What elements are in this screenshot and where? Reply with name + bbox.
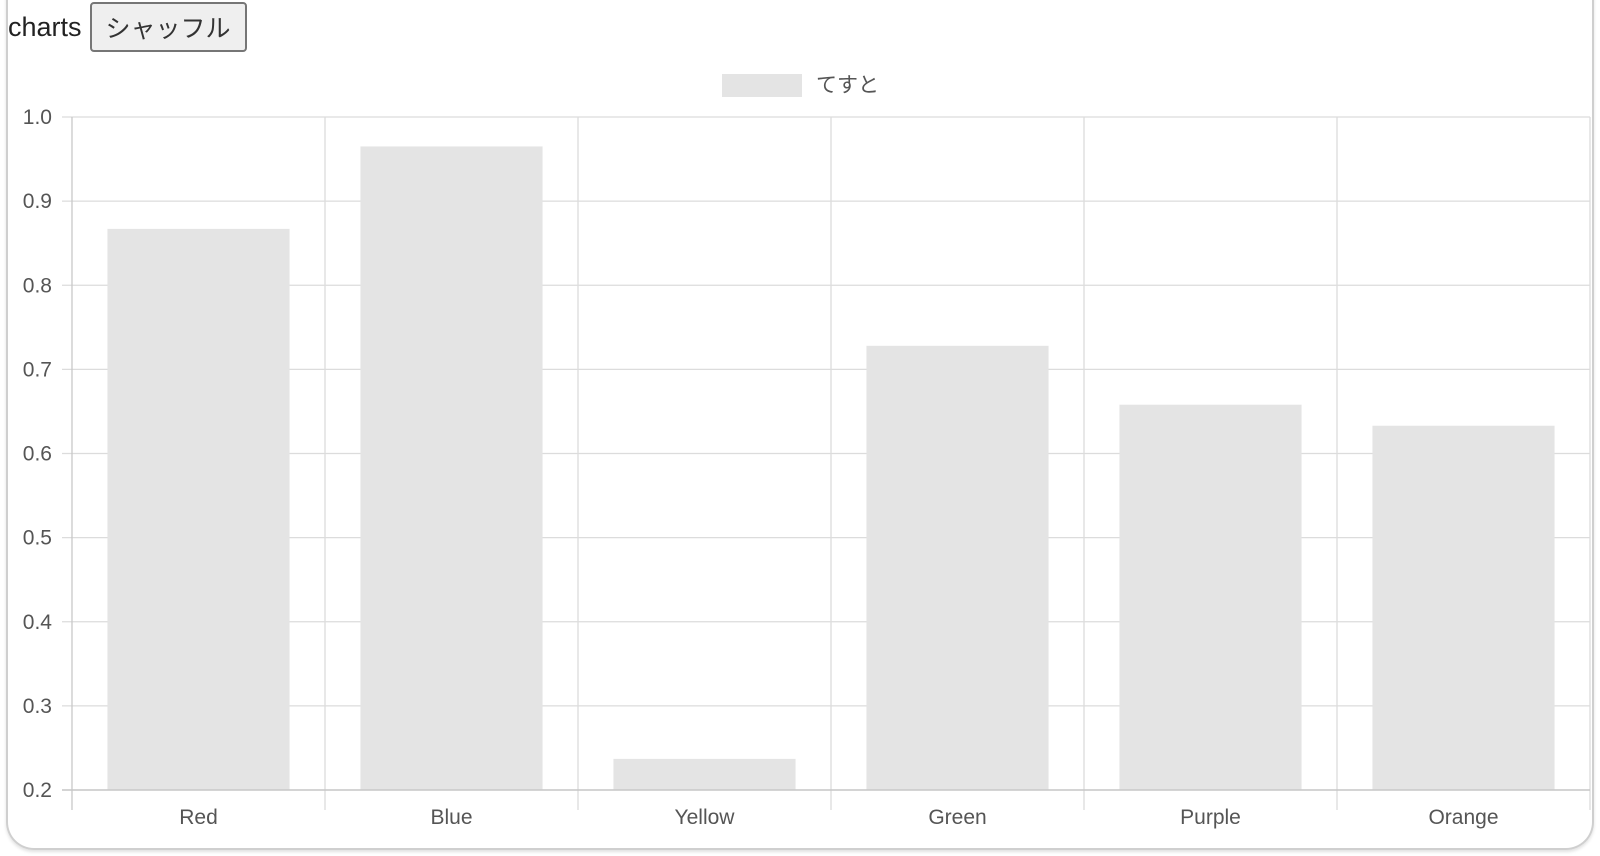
y-tick-label: 0.6 bbox=[23, 443, 52, 466]
bar-red[interactable] bbox=[107, 228, 290, 791]
header: charts シャッフル bbox=[8, 2, 247, 52]
grid bbox=[62, 116, 1591, 810]
shuffle-button[interactable]: シャッフル bbox=[89, 2, 247, 52]
y-tick-label: 0.7 bbox=[23, 358, 52, 381]
bar-blue[interactable] bbox=[360, 146, 543, 791]
legend-label[interactable]: てすと bbox=[816, 73, 879, 97]
x-tick-label: Yellow bbox=[675, 806, 736, 829]
bar-purple[interactable] bbox=[1119, 404, 1302, 790]
axes: 0.2 0.3 0.4 0.5 0.6 0.7 0.8 0.9 1.0 Red Blue Yellow… bbox=[23, 106, 1590, 829]
legend[interactable]: てすと bbox=[722, 73, 879, 97]
x-tick-label: Purple bbox=[1180, 806, 1241, 829]
x-tick-label: Green bbox=[928, 806, 986, 829]
y-tick-label: 0.3 bbox=[23, 695, 52, 718]
x-tick-label: Red bbox=[179, 806, 218, 829]
y-tick-label: 0.9 bbox=[23, 190, 52, 213]
legend-swatch[interactable] bbox=[722, 74, 802, 97]
bar-orange[interactable] bbox=[1372, 425, 1555, 790]
bars bbox=[107, 146, 1555, 791]
chart-card bbox=[6, 0, 1594, 850]
x-tick-label: Blue bbox=[430, 806, 472, 829]
y-tick-label: 0.8 bbox=[23, 274, 52, 297]
y-tick-label: 0.4 bbox=[23, 611, 53, 634]
bar-yellow[interactable] bbox=[613, 758, 796, 790]
y-tick-label: 1.0 bbox=[23, 106, 52, 129]
y-tick-label: 0.5 bbox=[23, 527, 52, 550]
bar-green[interactable] bbox=[866, 345, 1049, 790]
page-title: charts bbox=[8, 11, 82, 42]
x-tick-label: Orange bbox=[1428, 806, 1498, 829]
y-tick-label: 0.2 bbox=[23, 779, 52, 802]
